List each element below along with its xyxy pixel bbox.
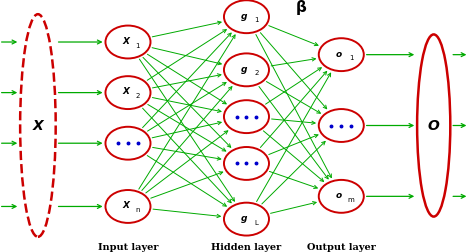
Ellipse shape: [224, 54, 269, 87]
Ellipse shape: [105, 26, 151, 59]
Text: Input layer: Input layer: [98, 242, 158, 251]
Text: o: o: [336, 49, 342, 58]
Text: n: n: [136, 206, 140, 212]
Text: β: β: [296, 0, 306, 15]
Text: 1: 1: [254, 17, 259, 23]
Ellipse shape: [319, 39, 364, 72]
Ellipse shape: [105, 127, 151, 160]
Text: X: X: [122, 201, 129, 209]
Text: 2: 2: [136, 93, 140, 99]
Text: Output layer: Output layer: [307, 242, 376, 251]
Text: O: O: [428, 119, 439, 133]
Text: 2: 2: [254, 70, 259, 76]
Ellipse shape: [224, 101, 269, 134]
Ellipse shape: [105, 77, 151, 110]
Text: g: g: [241, 65, 247, 73]
Ellipse shape: [224, 203, 269, 236]
Ellipse shape: [224, 1, 269, 34]
Text: L: L: [255, 219, 258, 225]
Text: o: o: [336, 191, 342, 199]
Text: X: X: [122, 87, 129, 96]
Ellipse shape: [224, 147, 269, 180]
Text: 1: 1: [349, 55, 354, 61]
Text: X: X: [33, 119, 43, 133]
Text: g: g: [241, 213, 247, 222]
Text: 1: 1: [136, 43, 140, 48]
Text: g: g: [241, 12, 247, 20]
Ellipse shape: [105, 190, 151, 223]
Ellipse shape: [319, 180, 364, 213]
Text: X: X: [122, 37, 129, 46]
Text: Hidden layer: Hidden layer: [211, 242, 282, 251]
Text: m: m: [348, 196, 355, 202]
Ellipse shape: [319, 110, 364, 142]
